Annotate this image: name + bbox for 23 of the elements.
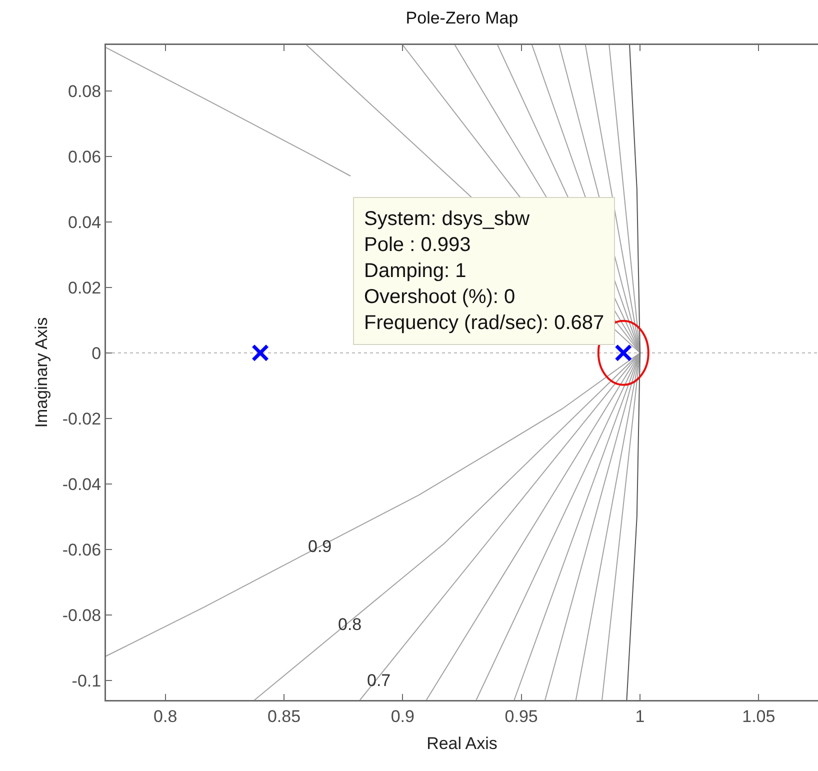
annotation: 0.7 <box>367 671 391 690</box>
y-tick-label: -0.06 <box>62 540 102 560</box>
x-axis-title: Real Axis <box>426 734 498 754</box>
x-tick-label: 0.85 <box>267 706 301 726</box>
y-tick-label: 0.06 <box>68 147 102 166</box>
x-tick-label: 0.95 <box>504 706 538 726</box>
y-tick-label: 0.08 <box>68 82 102 101</box>
y-tick-label: -0.08 <box>62 606 102 625</box>
chart-title: Pole-Zero Map <box>406 8 518 28</box>
y-axis-title: Imaginary Axis <box>32 317 52 428</box>
x-tick-label: 0.9 <box>390 706 414 726</box>
y-tick-label: -0.02 <box>62 409 102 428</box>
y-tick-label: -0.1 <box>72 671 102 690</box>
x-tick-label: 1.05 <box>742 706 776 726</box>
y-tick-label: 0.04 <box>68 212 102 232</box>
x-tick-label: 1 <box>635 706 645 726</box>
annotation: System: dsys_sbw Pole : 0.993 Damping: 1 Overshoot (%): 0 Frequency (rad/sec): 0.687 <box>364 208 604 334</box>
annotation: 0.9 <box>308 537 332 556</box>
annotation: 0.8 <box>338 615 362 634</box>
x-tick-label: 0.8 <box>154 706 178 726</box>
y-tick-label: 0 <box>92 344 102 363</box>
y-tick-label: -0.04 <box>62 474 102 494</box>
y-tick-label: 0.02 <box>68 278 102 298</box>
